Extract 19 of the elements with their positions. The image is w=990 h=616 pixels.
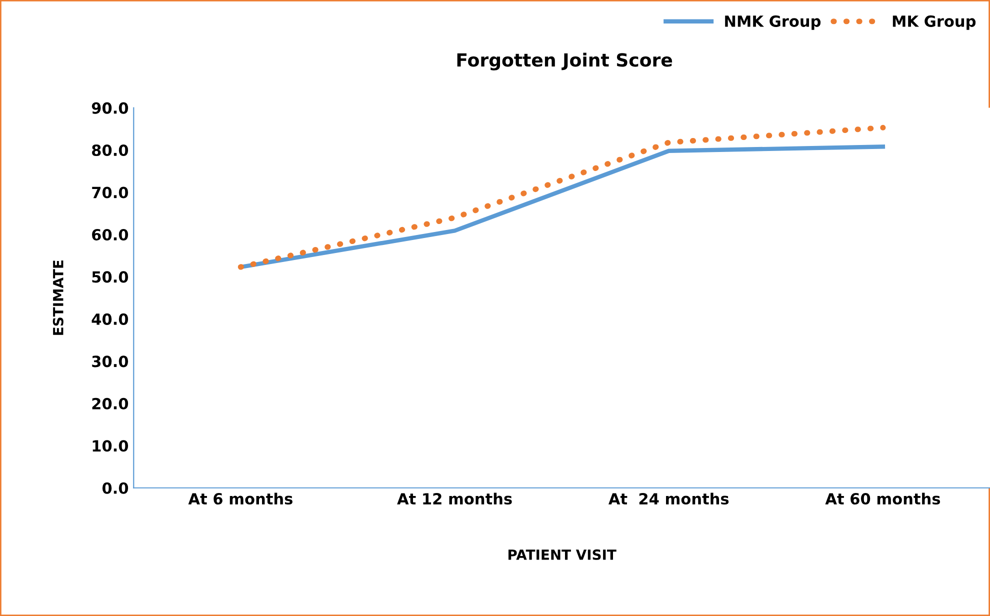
y-tick-label: 90.0 <box>92 102 128 114</box>
x-tick-label: At 12 months <box>397 492 512 505</box>
y-tick-label: 20.0 <box>92 398 128 410</box>
y-tick-label: 60.0 <box>92 228 128 241</box>
y-tick-label: 50.0 <box>92 271 128 283</box>
y-tick-label: 0.0 <box>102 482 128 494</box>
x-tick-label: At 24 months <box>608 492 729 505</box>
y-tick-label: 30.0 <box>92 356 128 368</box>
y-axis-title: ESTIMATE <box>52 260 64 335</box>
y-tick-label: 10.0 <box>92 440 128 452</box>
legend-label: NMK Group <box>725 15 821 30</box>
x-tick-label: At 60 months <box>825 492 940 505</box>
x-axis-title: PATIENT VISIT <box>508 549 616 560</box>
y-tick-label: 80.0 <box>92 144 128 156</box>
y-tick-label: 40.0 <box>92 313 128 325</box>
legend-label: MK Group <box>892 15 976 30</box>
y-tick-label: 70.0 <box>92 186 128 198</box>
chart-title: Forgotten Joint Score <box>457 52 672 70</box>
x-tick-label: At 6 months <box>188 492 292 505</box>
